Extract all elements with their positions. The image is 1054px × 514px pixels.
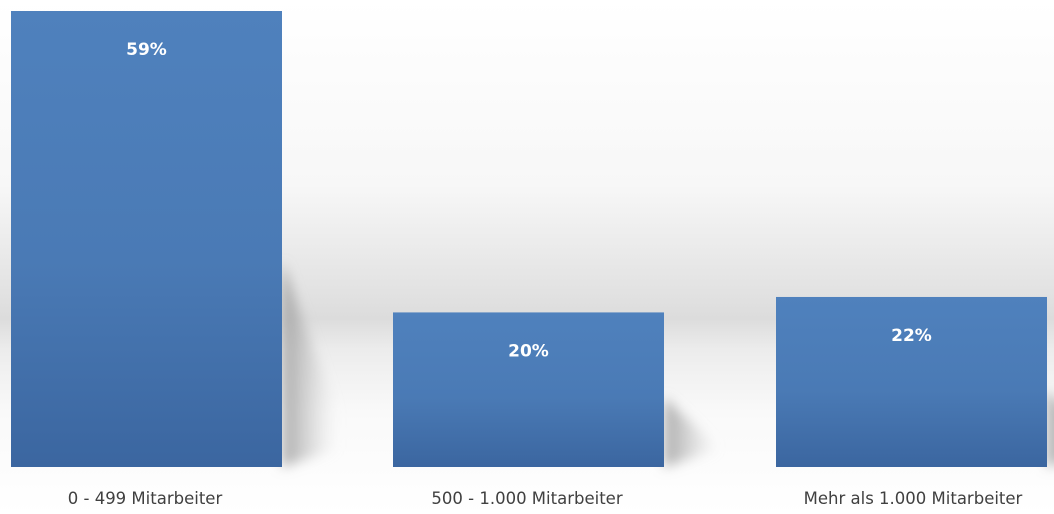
data-label-3: 22%: [891, 326, 932, 346]
data-label-1: 59%: [126, 40, 167, 60]
bar-shadow: [1047, 390, 1054, 467]
data-label-2: 20%: [508, 341, 549, 361]
category-label-2: 500 - 1.000 Mitarbeiter: [431, 489, 622, 508]
category-labels: 0 - 499 Mitarbeiter 500 - 1.000 Mitarbeit…: [68, 489, 1023, 508]
bar-shadow: [282, 261, 337, 467]
data-labels: 59% 20% 22%: [126, 40, 932, 361]
bars: [11, 11, 1047, 467]
bar-1: [11, 11, 282, 467]
bar-3: [776, 296, 1047, 467]
bar-shadow: [664, 397, 719, 467]
bar-shadows: [282, 261, 1054, 467]
category-label-3: Mehr als 1.000 Mitarbeiter: [804, 489, 1023, 508]
category-label-1: 0 - 499 Mitarbeiter: [68, 489, 223, 508]
bar-2: [393, 312, 664, 467]
